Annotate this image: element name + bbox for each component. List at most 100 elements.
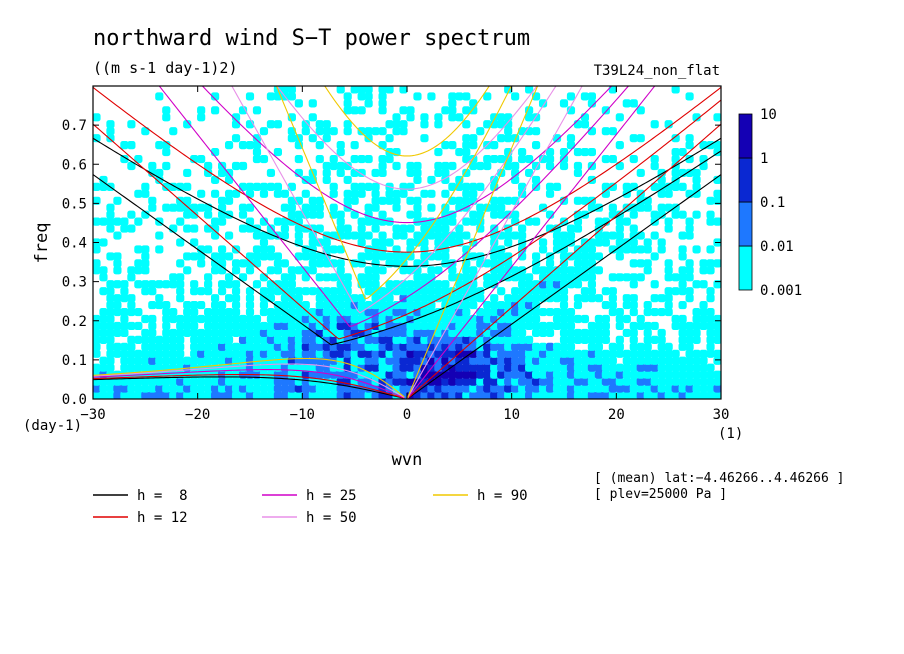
power-cell (252, 349, 262, 358)
power-cell (231, 280, 241, 289)
power-cell (280, 280, 289, 289)
power-cell (245, 287, 255, 296)
power-cell (294, 370, 303, 379)
power-cell (343, 231, 352, 240)
power-cell (280, 391, 289, 399)
power-cell (392, 203, 401, 212)
power-cell (113, 384, 122, 393)
power-cell (664, 287, 673, 296)
power-cell (678, 182, 687, 191)
power-cell (141, 314, 150, 324)
curve-ig-h90 (324, 86, 490, 157)
power-cell (190, 384, 199, 393)
power-cell (218, 314, 227, 324)
power-cell (329, 307, 338, 317)
power-cell (594, 335, 603, 344)
power-cell (713, 328, 721, 337)
power-cell (385, 287, 394, 296)
power-cell (211, 328, 220, 337)
power-cell (301, 377, 310, 386)
power-cell (176, 321, 185, 331)
power-cell (378, 196, 387, 205)
power-cell (490, 259, 499, 268)
power-cell (441, 203, 450, 212)
power-cell (364, 370, 373, 379)
power-cell (441, 231, 450, 240)
power-cell (294, 328, 303, 337)
power-cell (266, 377, 276, 386)
power-cell (357, 92, 366, 101)
power-cell (406, 377, 415, 386)
power-cell (455, 224, 464, 233)
power-cell (699, 377, 708, 386)
power-cell (399, 335, 408, 344)
power-cell (420, 370, 429, 379)
power-cell (448, 342, 457, 351)
power-cell (490, 141, 499, 150)
power-cell (434, 231, 443, 240)
power-cell (483, 335, 492, 344)
power-cell (336, 370, 345, 379)
power-cell (120, 356, 129, 365)
power-cell (580, 196, 590, 205)
power-cell (127, 391, 136, 399)
power-cell (406, 328, 415, 337)
power-cell (587, 363, 596, 372)
power-cell (315, 127, 324, 136)
power-cell (427, 92, 436, 101)
power-cell (469, 182, 478, 191)
power-cell (643, 370, 652, 379)
power-cell (615, 377, 624, 386)
power-cell (678, 314, 687, 324)
power-cell (713, 377, 721, 386)
power-cell (685, 356, 694, 365)
power-cell (692, 391, 701, 399)
power-cell (462, 356, 471, 365)
power-cell (106, 391, 115, 399)
power-cell (218, 203, 227, 212)
power-cell (608, 363, 617, 372)
power-cell (322, 273, 331, 282)
power-cell (280, 321, 289, 331)
power-cell (99, 238, 108, 247)
power-cell (650, 384, 659, 393)
power-cell (336, 231, 345, 240)
power-cell (434, 266, 443, 275)
power-cell (218, 307, 227, 317)
power-cell (469, 99, 478, 108)
power-cell (148, 287, 157, 296)
power-cell (259, 127, 269, 136)
power-cell (176, 377, 185, 386)
power-cell (629, 224, 638, 233)
power-cell (176, 349, 185, 358)
power-cell (448, 113, 457, 122)
power-cell (518, 370, 527, 379)
power-cell (280, 294, 289, 303)
power-cell (252, 391, 262, 399)
power-cell (657, 370, 666, 379)
power-cell (643, 307, 652, 317)
power-cell (608, 301, 617, 310)
power-cell (518, 287, 527, 296)
power-cell (273, 384, 282, 393)
power-cell (155, 294, 164, 303)
power-cell (183, 314, 192, 324)
power-cell (427, 189, 436, 198)
power-cell (238, 106, 248, 115)
power-cell (427, 224, 436, 233)
power-cell (685, 377, 694, 386)
power-cell (671, 134, 680, 143)
power-cell (266, 182, 276, 191)
power-cell (252, 328, 262, 337)
power-cell (504, 301, 513, 310)
power-cell (343, 370, 352, 379)
power-cell (392, 127, 401, 136)
power-cell (497, 335, 506, 344)
power-cell (483, 120, 492, 129)
power-cell (469, 189, 478, 198)
power-cell (490, 273, 499, 282)
power-cell (392, 196, 401, 205)
power-cell (622, 328, 631, 337)
power-cell (211, 391, 220, 399)
power-cell (448, 196, 457, 205)
